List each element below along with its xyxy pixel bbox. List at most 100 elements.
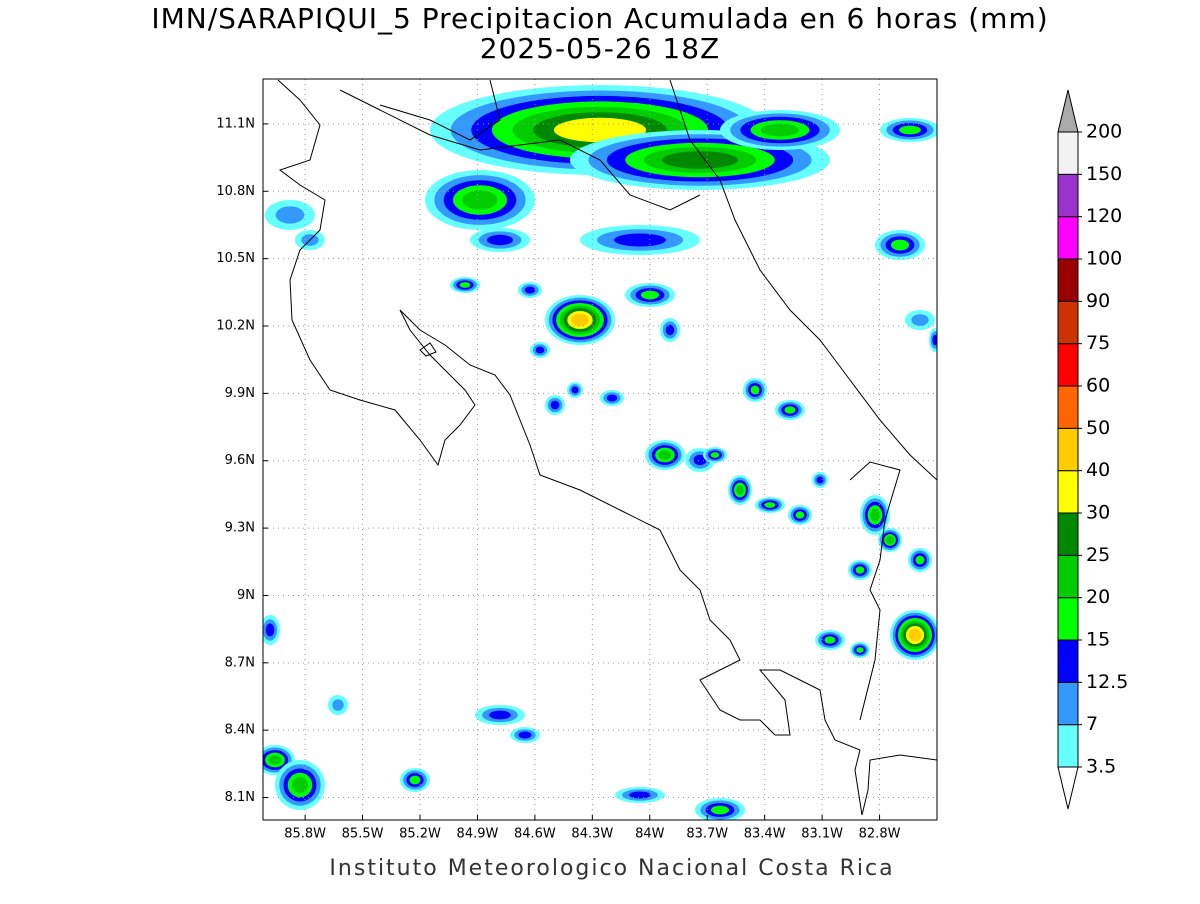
precip-contour xyxy=(275,206,305,224)
colorbar-label: 12.5 xyxy=(1086,671,1128,693)
pacific-coast-east xyxy=(861,754,937,816)
colorbar-label: 40 xyxy=(1086,459,1110,481)
precip-contour xyxy=(886,536,894,544)
colorbar-box xyxy=(1057,343,1079,387)
precip-contour xyxy=(614,233,666,247)
colorbar-label: 200 xyxy=(1086,121,1122,143)
y-tick-label: 9N xyxy=(237,588,255,603)
colorbar: 3.5 7 12.5 15 20 25 30 40 50 60 75 90 100 120 150 200 xyxy=(1057,89,1128,810)
footer: Instituto Meteorologico Nacional Costa R… xyxy=(329,856,894,881)
nicaragua-border xyxy=(339,89,701,211)
island xyxy=(419,342,437,357)
colorbar-label: 90 xyxy=(1086,290,1110,312)
precip-contour xyxy=(710,452,720,458)
precip-contour xyxy=(870,508,880,522)
precip-contour xyxy=(268,755,282,765)
colorbar-label: 7 xyxy=(1086,713,1098,735)
colorbar-box xyxy=(1057,639,1079,683)
colorbar-box xyxy=(1057,554,1079,599)
colorbar-label: 60 xyxy=(1086,375,1110,397)
colorbar-box xyxy=(1057,724,1079,768)
y-tick-label: 11.1N xyxy=(216,116,255,131)
precip-contour xyxy=(524,286,536,294)
precip-contour xyxy=(658,450,672,460)
colorbar-box xyxy=(1057,300,1079,345)
map-frame xyxy=(262,78,938,821)
precip-contour xyxy=(489,710,511,720)
colorbar-label: 3.5 xyxy=(1086,756,1116,778)
colorbar-label: 100 xyxy=(1086,248,1122,270)
precip-contour xyxy=(855,566,865,574)
grid: 85.8W 85.5W 85.2W 84.9W 84.6W 84.3W 84W 83.7W 83… xyxy=(216,79,937,842)
x-tick-label: 84.6W xyxy=(514,827,556,842)
y-tick-label: 10.2N xyxy=(216,319,255,334)
y-tick-label: 8.7N xyxy=(225,655,255,670)
precip-contour xyxy=(736,485,744,495)
coastlines xyxy=(277,79,937,816)
precip-contour xyxy=(824,636,836,644)
precip-contour xyxy=(571,386,579,394)
x-tick-label: 83.7W xyxy=(686,827,728,842)
y-tick-label: 10.5N xyxy=(216,251,255,266)
x-tick-label: 85.2W xyxy=(399,827,441,842)
y-tick-label: 9.9N xyxy=(225,386,255,401)
colorbar-label: 25 xyxy=(1086,544,1110,566)
x-tick-label: 85.5W xyxy=(342,827,384,842)
precip-contour xyxy=(409,775,421,785)
colorbar-label: 50 xyxy=(1086,417,1110,439)
precip-contour xyxy=(911,314,929,326)
colorbar-box xyxy=(1057,427,1079,472)
precip-contour xyxy=(332,699,344,711)
precip-contour xyxy=(915,555,925,565)
x-tick-label: 83.4W xyxy=(744,827,786,842)
precip-contour xyxy=(693,454,707,466)
title: IMN/SARAPIQUI_5 Precipitacion Acumulada … xyxy=(151,2,1048,35)
precip-contour xyxy=(292,777,308,793)
precip-contour xyxy=(606,394,618,402)
subtitle: 2025-05-26 18Z xyxy=(480,32,720,65)
x-tick-label: 84.9W xyxy=(457,827,499,842)
precip-contour xyxy=(665,324,675,336)
lake-shore xyxy=(379,79,501,141)
colorbar-box xyxy=(1057,258,1079,302)
colorbar-label: 30 xyxy=(1086,502,1110,524)
precip-contour xyxy=(899,125,921,135)
precip-contour xyxy=(535,346,545,354)
colorbar-label: 15 xyxy=(1086,629,1110,651)
y-tick-label: 10.8N xyxy=(216,184,255,199)
colorbar-label: 120 xyxy=(1086,205,1122,227)
precip-contour xyxy=(629,791,651,799)
colorbar-box xyxy=(1057,512,1079,556)
colorbar-box xyxy=(1057,131,1079,175)
precip-contour xyxy=(518,731,532,739)
colorbar-box xyxy=(1057,216,1079,260)
precipitation-field xyxy=(263,85,937,820)
x-tick-label: 83.1W xyxy=(801,827,843,842)
caribbean-coast xyxy=(669,79,937,481)
pacific-coast xyxy=(277,79,863,816)
x-tick-label: 84W xyxy=(635,827,665,842)
colorbar-box xyxy=(1057,681,1079,726)
panama-border xyxy=(849,461,901,721)
precip-contour xyxy=(487,234,513,246)
precip-contour xyxy=(856,647,864,653)
precip-contour xyxy=(784,406,796,414)
precip-contour xyxy=(890,239,910,251)
precip-contour xyxy=(760,123,800,137)
precip-contour xyxy=(750,385,760,395)
y-tick-label: 9.6N xyxy=(225,453,255,468)
precip-contour xyxy=(462,190,498,210)
colorbar-box xyxy=(1057,470,1079,514)
x-tick-label: 85.8W xyxy=(284,827,326,842)
precip-contour xyxy=(662,151,738,169)
y-tick-label: 8.4N xyxy=(225,723,255,738)
precip-contour xyxy=(816,476,824,484)
precip-contour xyxy=(550,400,560,410)
colorbar-label: 150 xyxy=(1086,163,1122,185)
colorbar-box xyxy=(1057,173,1079,218)
colorbar-box xyxy=(1057,597,1079,641)
precip-contour xyxy=(571,313,589,327)
y-tick-label: 9.3N xyxy=(225,521,255,536)
colorbar-label: 75 xyxy=(1086,332,1110,354)
